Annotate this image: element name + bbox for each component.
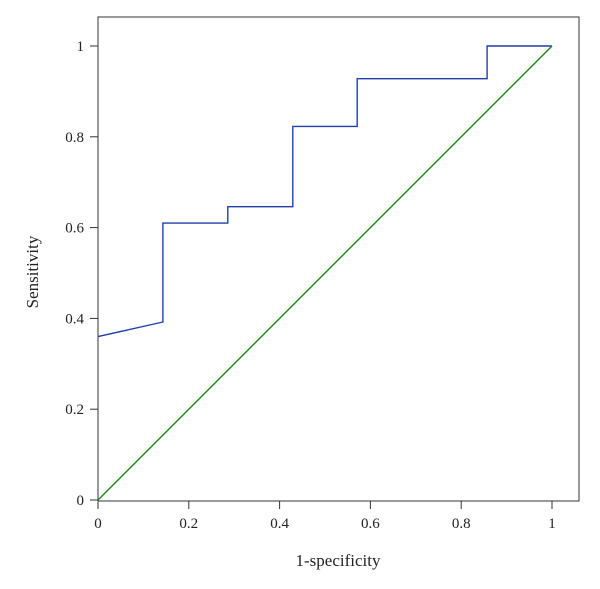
y-axis-title: Sensitivity xyxy=(23,235,42,308)
roc-curve-line xyxy=(97,45,552,338)
y-axis: 0 0.2 0.4 0.6 0.8 1 xyxy=(65,39,98,509)
series-layer xyxy=(97,45,553,501)
x-tick-label: 1 xyxy=(548,516,556,532)
x-tick-label: 0 xyxy=(94,516,102,532)
x-tick-label: 0.6 xyxy=(361,516,380,532)
y-tick-label: 0 xyxy=(77,493,85,509)
y-tick-label: 0.2 xyxy=(65,402,84,418)
x-axis: 0 0.2 0.4 0.6 0.8 1 xyxy=(94,501,556,532)
reference-diagonal-line xyxy=(97,45,553,501)
x-tick-label: 0.4 xyxy=(270,516,289,532)
y-tick-label: 0.4 xyxy=(65,311,84,327)
y-tick-label: 0.6 xyxy=(65,221,84,237)
x-tick-label: 0.2 xyxy=(179,516,198,532)
y-tick-label: 0.8 xyxy=(65,130,84,146)
plot-frame xyxy=(97,16,580,502)
x-tick-label: 0.8 xyxy=(452,516,471,532)
x-axis-title: 1-specificity xyxy=(296,551,381,570)
y-tick-label: 1 xyxy=(77,39,85,55)
